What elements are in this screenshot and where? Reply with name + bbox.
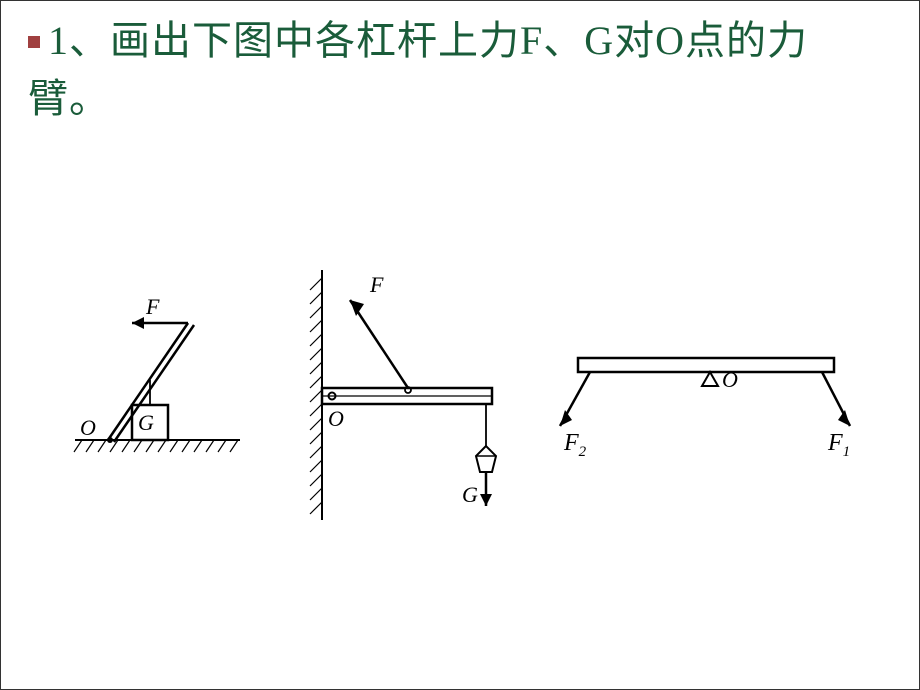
- d1-label-O: O: [80, 415, 96, 440]
- d2-label-O: O: [328, 406, 344, 431]
- bullet-marker: [28, 36, 40, 48]
- d1-label-G: G: [138, 410, 154, 435]
- title-text: 1、画出下图中各杠杆上力F、G对O点的力臂。: [28, 12, 888, 128]
- title-mid: 对: [614, 18, 655, 63]
- title-pre: 1、画出下图中各杠杆上力: [48, 18, 520, 63]
- d1-label-F: F: [145, 294, 160, 319]
- title-o: O: [655, 18, 685, 63]
- d2-label-F: F: [369, 272, 384, 297]
- diagrams-row: O F G: [70, 290, 870, 550]
- diagram-1: O F G: [70, 290, 250, 470]
- title-sep1: 、: [543, 18, 584, 63]
- diagram-3: O F2 F1: [550, 330, 860, 470]
- problem-title: 1、画出下图中各杠杆上力F、G对O点的力臂。: [28, 12, 888, 128]
- d2-label-G: G: [462, 482, 478, 507]
- title-g: G: [584, 18, 614, 63]
- d3-label-F1: F1: [827, 430, 850, 460]
- diagram-2: F O G: [280, 260, 520, 540]
- d3-label-O: O: [722, 367, 738, 392]
- title-f: F: [520, 18, 543, 63]
- d3-label-F2: F2: [563, 430, 587, 460]
